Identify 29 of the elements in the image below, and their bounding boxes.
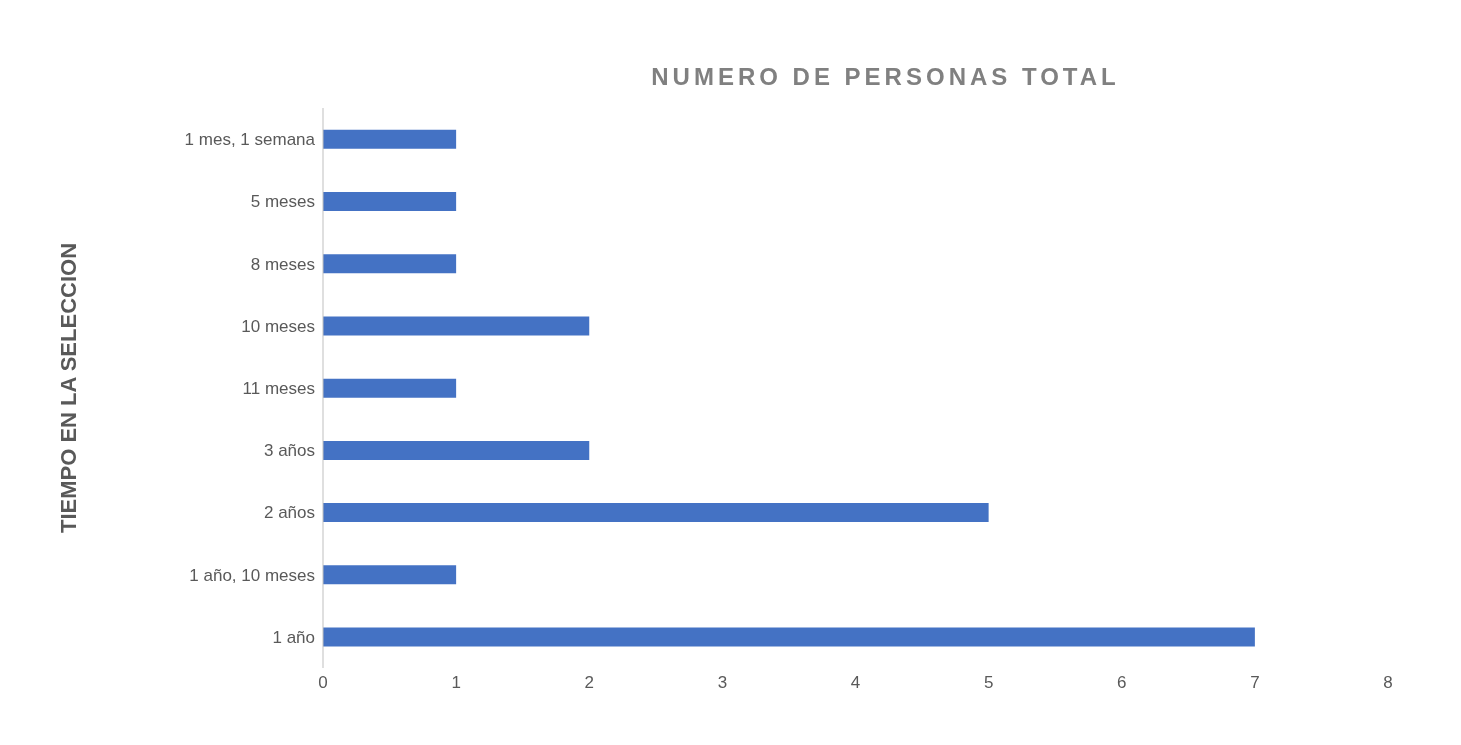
bar bbox=[323, 192, 457, 211]
bar bbox=[323, 129, 457, 149]
bar bbox=[323, 565, 457, 585]
y-tick-label: 5 meses bbox=[250, 192, 315, 212]
chart-title: NUMERO DE PERSONAS TOTAL bbox=[650, 63, 1121, 91]
y-axis-title: TIEMPO EN LA SELECCION bbox=[55, 242, 81, 534]
bar bbox=[323, 503, 989, 523]
x-tick-label: 6 bbox=[1117, 673, 1127, 693]
bar bbox=[323, 316, 590, 336]
y-tick-label: 8 meses bbox=[250, 254, 315, 274]
x-tick-label: 0 bbox=[318, 673, 328, 693]
bar bbox=[323, 440, 590, 460]
bar bbox=[323, 378, 457, 398]
y-tick-label: 1 mes, 1 semana bbox=[184, 130, 316, 150]
y-tick-label: 2 años bbox=[263, 503, 315, 523]
y-tick-label: 11 meses bbox=[242, 379, 315, 399]
x-tick-label: 1 bbox=[451, 673, 461, 693]
x-tick-label: 4 bbox=[850, 673, 861, 693]
x-tick-label: 5 bbox=[983, 673, 994, 693]
x-tick-label: 3 bbox=[717, 673, 728, 693]
x-tick-label: 2 bbox=[584, 673, 594, 693]
y-tick-label: 1 año, 10 meses bbox=[189, 565, 315, 585]
y-tick-label: 1 año bbox=[272, 627, 315, 647]
x-tick-label: 7 bbox=[1250, 673, 1260, 693]
bar bbox=[323, 627, 1255, 647]
bar bbox=[323, 254, 457, 274]
x-tick-label: 8 bbox=[1383, 673, 1393, 693]
y-tick-label: 10 meses bbox=[241, 316, 315, 336]
y-tick-label: 3 años bbox=[263, 441, 315, 461]
